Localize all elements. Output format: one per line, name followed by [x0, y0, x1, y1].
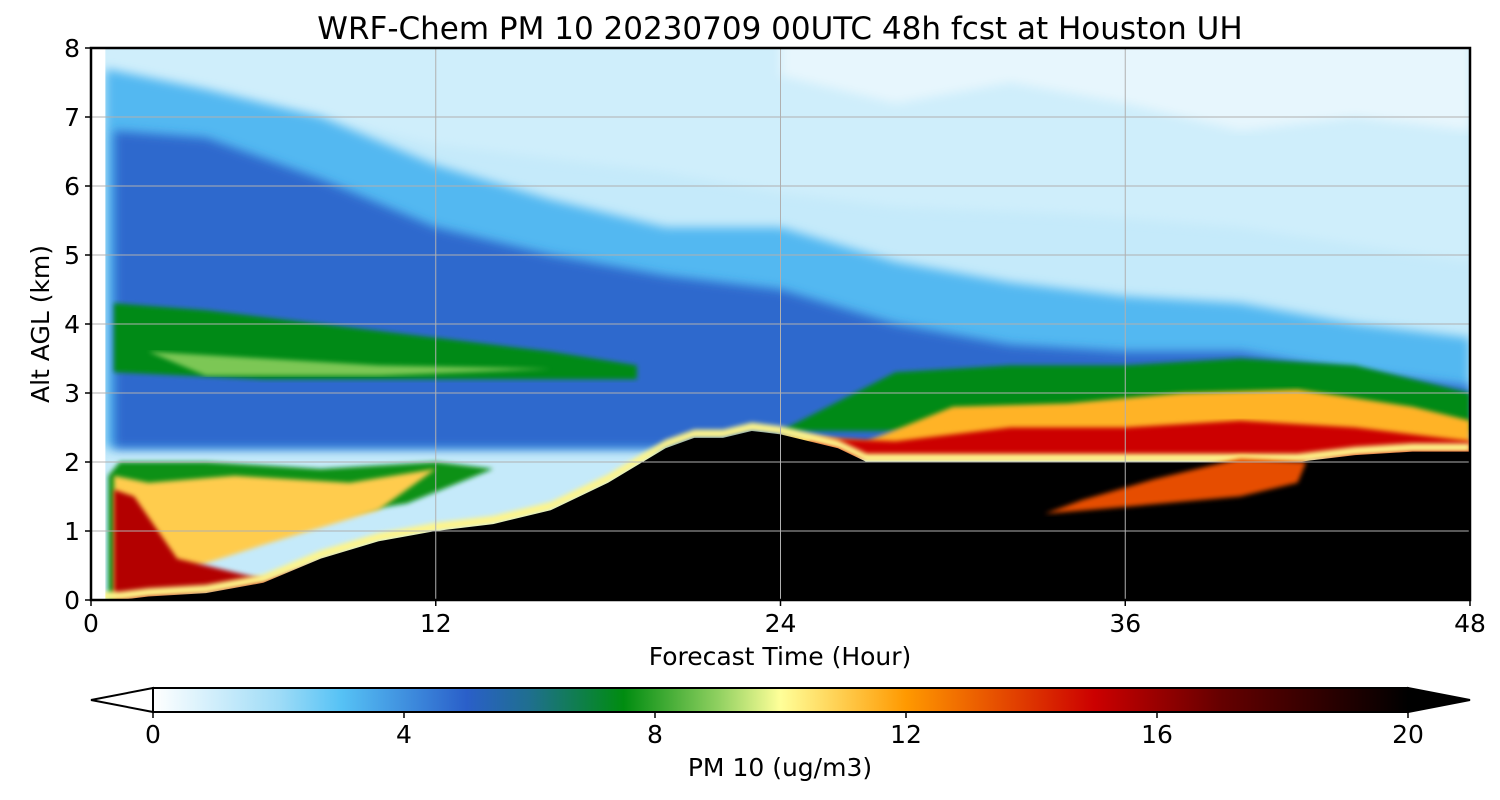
- x-axis-label: Forecast Time (Hour): [649, 642, 912, 671]
- colorbar-extend-low: [90, 686, 154, 714]
- y-tick-label-8: 8: [64, 34, 80, 63]
- y-tick-label-2: 2: [64, 448, 80, 477]
- x-tick-label-24: 24: [765, 609, 797, 638]
- y-tick-label-7: 7: [64, 103, 80, 132]
- y-tick-label-5: 5: [64, 241, 80, 270]
- colorbar-label: PM 10 (ug/m3): [688, 753, 872, 782]
- colorbar-tick-label-12: 12: [890, 720, 922, 749]
- y-tick-label-6: 6: [64, 172, 80, 201]
- field-red-cap: [809, 420, 1470, 459]
- x-tick-label-0: 0: [83, 609, 99, 638]
- colorbar-extend-high: [1407, 686, 1471, 714]
- colorbar-tick-label-8: 8: [647, 720, 663, 749]
- y-axis: 0 1 2 3 4 5 6 7 8: [64, 34, 91, 615]
- field-ground-rim: [91, 422, 1470, 600]
- field-orange-pbl: [113, 468, 436, 600]
- colorbar-tick-label-16: 16: [1141, 720, 1173, 749]
- field-elevated-plume-core: [1044, 458, 1307, 514]
- colorbar-tick-label-20: 20: [1392, 720, 1424, 749]
- x-axis: 0 12 24 36 48: [83, 600, 1486, 638]
- colorbar-tick-label-4: 4: [396, 720, 412, 749]
- colorbar: 0 4 8 12 16 20 PM 10 (ug/m3): [90, 686, 1471, 782]
- grid-lines: [91, 48, 1470, 600]
- y-tick-label-0: 0: [64, 586, 80, 615]
- x-tick-label-12: 12: [420, 609, 452, 638]
- colorbar-ticks: 0 4 8 12 16 20: [145, 712, 1424, 749]
- chart-title: WRF-Chem PM 10 20230709 00UTC 48h fcst a…: [317, 11, 1242, 47]
- colorbar-tick-label-0: 0: [145, 720, 161, 749]
- y-tick-label-4: 4: [64, 310, 80, 339]
- colorbar-body: [152, 687, 1409, 713]
- x-tick-label-48: 48: [1454, 609, 1486, 638]
- y-tick-label-3: 3: [64, 379, 80, 408]
- x-tick-label-36: 36: [1109, 609, 1141, 638]
- y-axis-label: Alt AGL (km): [26, 245, 55, 403]
- field-green-light-left: [148, 351, 551, 376]
- y-tick-label-1: 1: [64, 517, 80, 546]
- plot-area: [91, 48, 1470, 600]
